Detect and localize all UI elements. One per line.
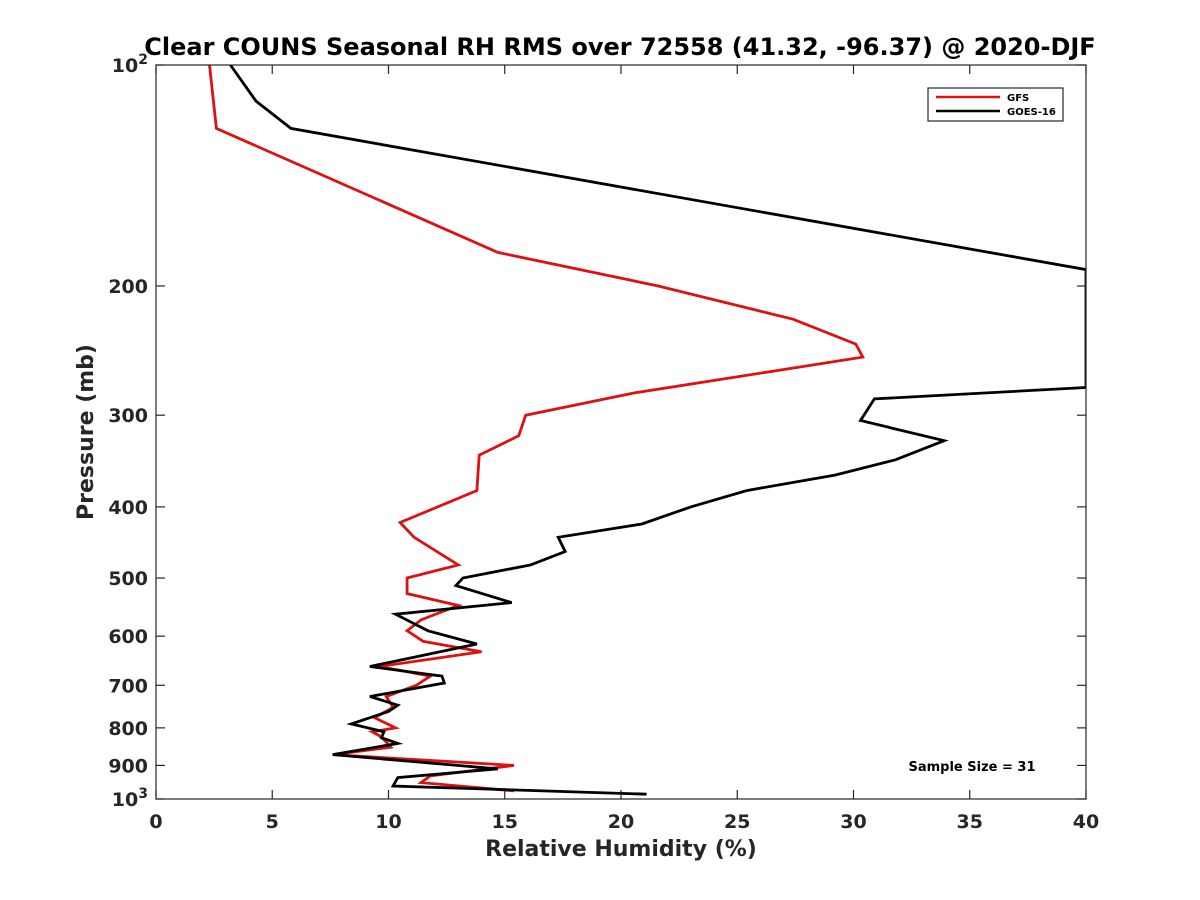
legend-label-goes16: GOES-16	[1007, 107, 1056, 118]
y-tick-label: 600	[108, 626, 148, 648]
x-tick-label: 25	[724, 811, 750, 833]
x-tick-label: 35	[957, 811, 983, 833]
chart-title: Clear COUNS Seasonal RH RMS over 72558 (…	[144, 33, 1095, 61]
x-tick-label: 0	[149, 811, 162, 833]
y-tick-label: 500	[108, 568, 148, 590]
y-tick-label: 700	[108, 675, 148, 697]
sample-size-annotation: Sample Size = 31	[908, 760, 1035, 775]
x-tick-label: 30	[840, 811, 866, 833]
y-tick-label: 102	[112, 52, 148, 77]
y-axis: 102 200 300 400 500 600 700 800 900 103	[108, 52, 1086, 811]
y-tick-label: 900	[108, 755, 148, 777]
series-line-gfs	[208, 65, 865, 793]
plot-area-frame	[155, 64, 1087, 800]
y-tick-label: 300	[108, 405, 148, 427]
legend: GFS GOES-16	[927, 87, 1064, 122]
x-tick-label: 5	[266, 811, 279, 833]
x-axis-label: Relative Humidity (%)	[485, 837, 757, 862]
x-tick-label: 15	[492, 811, 518, 833]
legend-label-gfs: GFS	[1007, 93, 1029, 104]
y-tick-label: 800	[108, 718, 148, 740]
series-line-goes16	[229, 65, 1086, 796]
y-tick-label: 400	[108, 497, 148, 519]
x-axis: 0 5 10 15 20 25 30 35 40	[149, 65, 1099, 833]
y-tick-label: 103	[112, 786, 148, 811]
y-axis-label: Pressure (mb)	[74, 344, 99, 520]
series-layer	[208, 65, 1086, 796]
y-tick-label: 200	[108, 276, 148, 298]
x-tick-label: 10	[375, 811, 401, 833]
legend-box	[927, 87, 1064, 122]
x-tick-label: 20	[608, 811, 634, 833]
x-tick-label: 40	[1073, 811, 1099, 833]
